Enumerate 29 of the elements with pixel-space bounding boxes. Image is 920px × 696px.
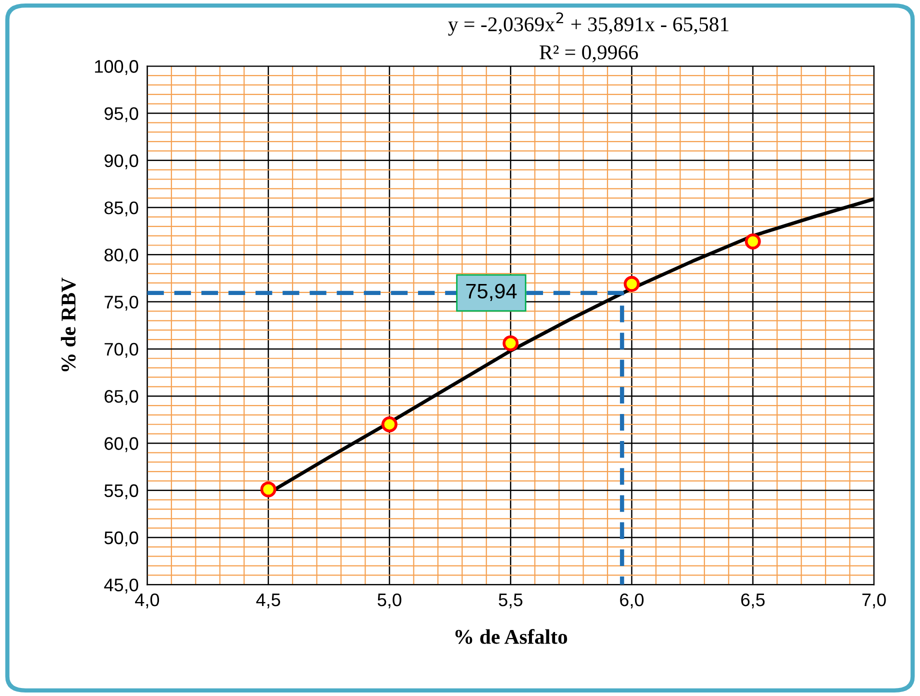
- x-tick-label: 5,5: [498, 594, 522, 608]
- y-tick-label: 50,0: [104, 531, 138, 546]
- point: [502, 335, 519, 352]
- x-tick-label: 4,0: [135, 593, 160, 608]
- point: [744, 233, 761, 250]
- x-tick-label: 5,0: [378, 593, 402, 608]
- point: [260, 481, 276, 498]
- chart-title: y = -2,0369x$^{2}$ + 35,891x - 65,581: [448, 12, 728, 36]
- y-tick-label: 80,0: [104, 248, 138, 264]
- chart-subtitle: R² = 0,9966: [540, 45, 638, 62]
- y-tick-label: 65,0: [104, 390, 138, 405]
- point: [624, 276, 640, 292]
- y-tick-label: 75,0: [104, 296, 138, 311]
- x-tick-label: 4,5: [256, 594, 280, 608]
- y-tick-label: 85,0: [104, 201, 138, 216]
- y-tick-label: 70,0: [104, 342, 138, 358]
- y-tick-label: 60,0: [104, 437, 138, 452]
- x-tick-label: 6,5: [741, 593, 765, 608]
- y-axis-title: % de RBV: [60, 278, 76, 372]
- y-tick-label: 55,0: [104, 484, 138, 500]
- y-tick-label: 45,0: [104, 578, 138, 594]
- x-tick-label: 6,0: [620, 593, 644, 608]
- annotation: 75,94: [466, 284, 517, 301]
- y-tick-label: 100,0: [95, 60, 138, 75]
- x-axis-title: % de Asfalto: [455, 629, 568, 644]
- y-tick-label: 90,0: [104, 154, 138, 170]
- y-tick-label: 95,0: [104, 107, 138, 122]
- point: [381, 416, 398, 432]
- x-tick-label: 7,0: [862, 593, 886, 608]
